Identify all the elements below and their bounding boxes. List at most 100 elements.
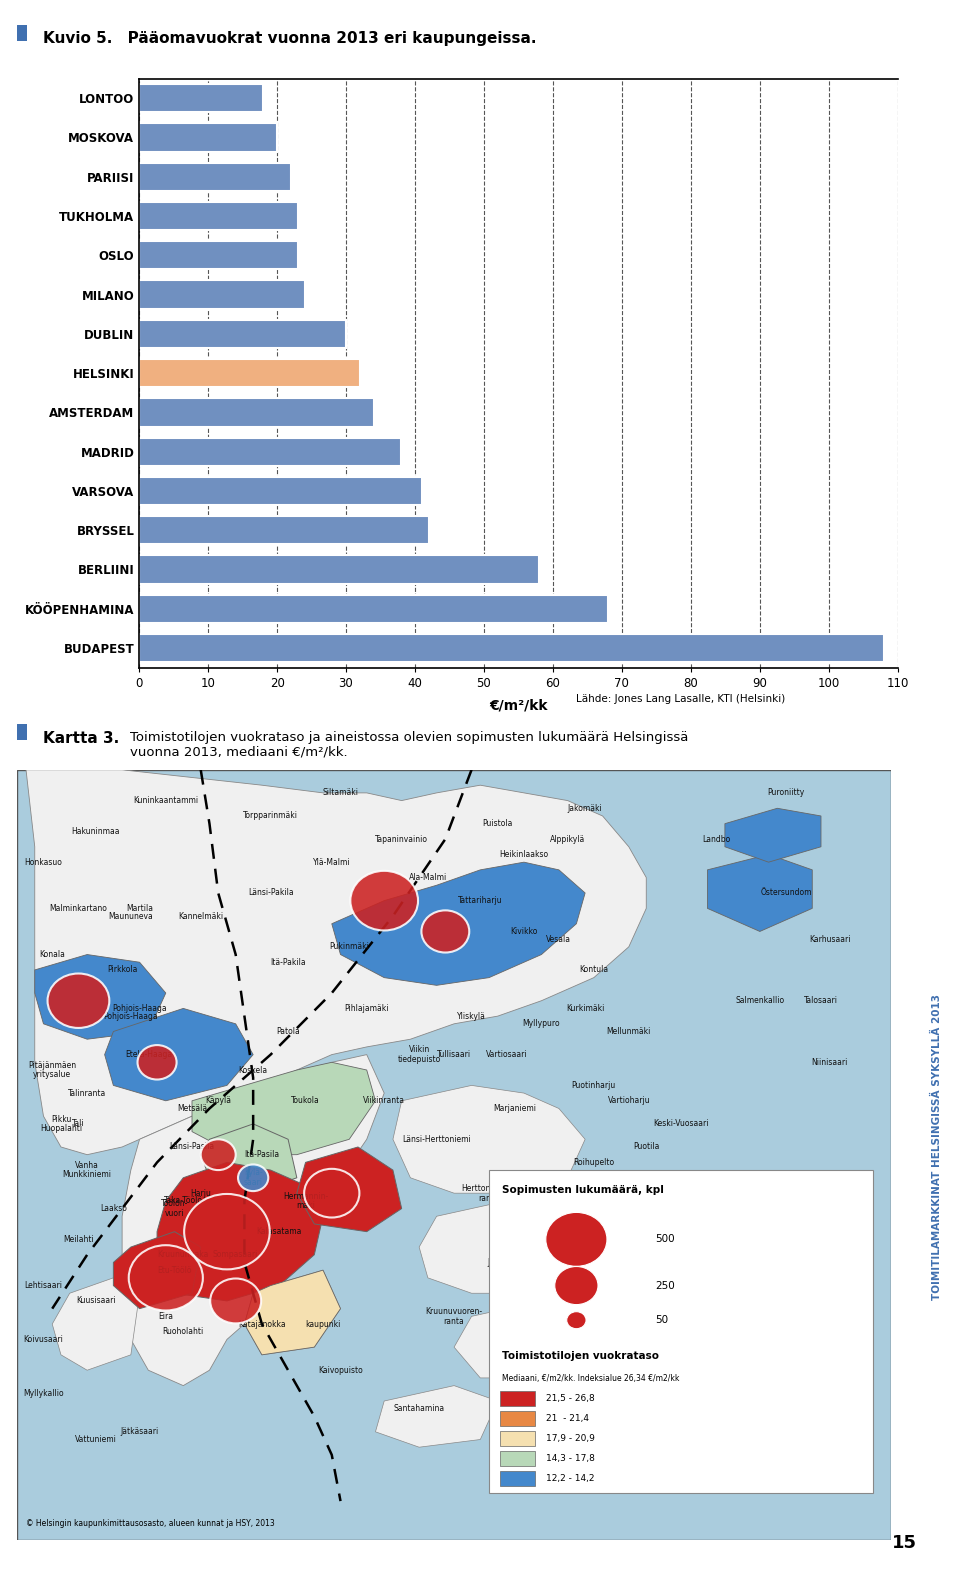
Text: Maununeva: Maununeva	[108, 911, 154, 921]
Text: Hevossalmi: Hevossalmi	[528, 1312, 572, 1321]
Text: Mellunmäki: Mellunmäki	[607, 1027, 651, 1035]
Circle shape	[555, 1266, 598, 1304]
Text: Toukola: Toukola	[291, 1097, 320, 1106]
Bar	[139, 203, 298, 231]
Text: Aurinkolahti: Aurinkolahti	[632, 1266, 679, 1274]
Text: Kontula: Kontula	[579, 966, 609, 974]
Polygon shape	[201, 1123, 297, 1194]
Text: Itä-Pasila: Itä-Pasila	[245, 1150, 279, 1159]
Polygon shape	[245, 1269, 341, 1354]
Text: Tapaninvainio: Tapaninvainio	[375, 834, 428, 844]
Text: Ala-Malmi: Ala-Malmi	[409, 873, 447, 881]
Text: Honkasuo: Honkasuo	[25, 858, 62, 867]
Bar	[139, 635, 884, 663]
Text: Laakso: Laakso	[100, 1203, 127, 1213]
Bar	[139, 85, 263, 113]
Text: Konala: Konala	[39, 950, 65, 958]
Polygon shape	[26, 770, 646, 1155]
Text: Puotinharju: Puotinharju	[572, 1081, 616, 1090]
Text: 15: 15	[892, 1535, 917, 1552]
Bar	[139, 556, 540, 584]
Polygon shape	[332, 862, 586, 985]
Circle shape	[304, 1169, 359, 1218]
Text: Länsi-Pasila: Länsi-Pasila	[169, 1142, 215, 1152]
Bar	[139, 399, 373, 427]
Bar	[500, 1452, 536, 1466]
Text: Vartioharju: Vartioharju	[608, 1097, 650, 1106]
Polygon shape	[297, 1147, 401, 1232]
Text: Pohjois-Haaga: Pohjois-Haaga	[104, 1012, 158, 1021]
Bar	[500, 1390, 536, 1406]
Circle shape	[48, 974, 109, 1027]
Text: Puroniitty: Puroniitty	[767, 789, 804, 798]
Text: 21,5 - 26,8: 21,5 - 26,8	[546, 1393, 594, 1403]
Circle shape	[238, 1164, 268, 1191]
Bar	[139, 478, 421, 506]
Text: Koivusaari: Koivusaari	[24, 1335, 63, 1343]
Polygon shape	[113, 1232, 201, 1309]
Circle shape	[210, 1279, 261, 1323]
Text: Alppikylä: Alppikylä	[550, 834, 586, 844]
Text: Ruoholahti: Ruoholahti	[162, 1327, 204, 1337]
Text: Vesala: Vesala	[546, 935, 571, 944]
Circle shape	[566, 1312, 586, 1329]
Text: Hermannin-
mäki: Hermannin- mäki	[283, 1191, 328, 1210]
Bar	[139, 360, 360, 388]
Text: Itä-Pakila: Itä-Pakila	[271, 958, 306, 966]
Text: 500: 500	[655, 1235, 675, 1244]
Circle shape	[184, 1194, 270, 1269]
Text: Töölön-
vuori: Töölön- vuori	[161, 1199, 188, 1218]
Text: Talinranta: Talinranta	[68, 1089, 107, 1098]
Text: Keski-Vuosaari: Keski-Vuosaari	[654, 1120, 709, 1128]
Polygon shape	[420, 1200, 594, 1293]
Polygon shape	[708, 855, 812, 932]
Text: Harju: Harju	[190, 1189, 211, 1197]
Text: Rastila: Rastila	[668, 1203, 694, 1213]
Circle shape	[546, 1213, 607, 1266]
Text: Karhusaari: Karhusaari	[809, 935, 851, 944]
Text: Toimistotilojen vuokrataso ja aineistossa olevien sopimusten lukumäärä Helsingis: Toimistotilojen vuokrataso ja aineistoss…	[130, 731, 688, 759]
Text: Meri-Rastila: Meri-Rastila	[571, 1312, 616, 1321]
Text: Salmenkallio: Salmenkallio	[735, 996, 784, 1005]
Text: Myllypuro: Myllypuro	[522, 1020, 561, 1029]
Polygon shape	[245, 1269, 341, 1354]
Text: Sompasaari: Sompasaari	[213, 1251, 258, 1260]
Circle shape	[201, 1139, 236, 1170]
Text: Lehtisaari: Lehtisaari	[25, 1280, 62, 1290]
Bar	[500, 1411, 536, 1426]
Text: Pitäjänmäen
yritysalue: Pitäjänmäen yritysalue	[28, 1060, 76, 1079]
Text: Meilahti: Meilahti	[63, 1235, 94, 1244]
Text: Tullisaari: Tullisaari	[437, 1049, 471, 1059]
Text: Kruununhaka: Kruununhaka	[157, 1251, 209, 1260]
Text: Kruunuvuoren-
ranta: Kruunuvuoren- ranta	[425, 1307, 483, 1326]
Text: Eira: Eira	[158, 1312, 174, 1321]
Bar	[139, 515, 429, 545]
X-axis label: €/m²/kk: €/m²/kk	[490, 698, 547, 712]
Circle shape	[421, 910, 469, 952]
Bar	[139, 595, 608, 624]
Polygon shape	[725, 807, 821, 862]
Text: Heikinlaakso: Heikinlaakso	[499, 850, 548, 859]
Text: Puotila: Puotila	[633, 1174, 660, 1183]
Text: TOIMITILAMARKKINAT HELSINGISSÄ SYKSYLLÄ 2013: TOIMITILAMARKKINAT HELSINGISSÄ SYKSYLLÄ …	[932, 994, 942, 1299]
Text: 17,9 - 20,9: 17,9 - 20,9	[546, 1434, 594, 1444]
Text: Marjaniemi: Marjaniemi	[493, 1104, 537, 1112]
Text: Ylä-Malmi: Ylä-Malmi	[313, 858, 350, 867]
Polygon shape	[35, 955, 166, 1040]
Text: Katajanokka: Katajanokka	[238, 1320, 286, 1329]
Text: Kuusisaari: Kuusisaari	[76, 1296, 116, 1306]
Text: Metsälä: Metsälä	[177, 1104, 207, 1112]
Text: Torpparinmäki: Torpparinmäki	[243, 812, 299, 820]
Bar	[139, 281, 304, 309]
Text: kaupunki: kaupunki	[305, 1320, 341, 1329]
Text: Etu-Töölö: Etu-Töölö	[157, 1266, 192, 1274]
Text: Landbo: Landbo	[702, 834, 731, 844]
Bar	[500, 1431, 536, 1447]
Text: Kylä-
saari: Kylä- saari	[244, 1169, 263, 1188]
Text: Jätkäsaari: Jätkäsaari	[120, 1428, 158, 1436]
Bar	[139, 242, 298, 270]
Text: Tali: Tali	[72, 1120, 84, 1128]
Text: Roihupelto: Roihupelto	[573, 1158, 614, 1167]
Text: Vanha
Munkkiniemi: Vanha Munkkiniemi	[62, 1161, 111, 1180]
Text: Kartta 3.: Kartta 3.	[43, 731, 119, 746]
